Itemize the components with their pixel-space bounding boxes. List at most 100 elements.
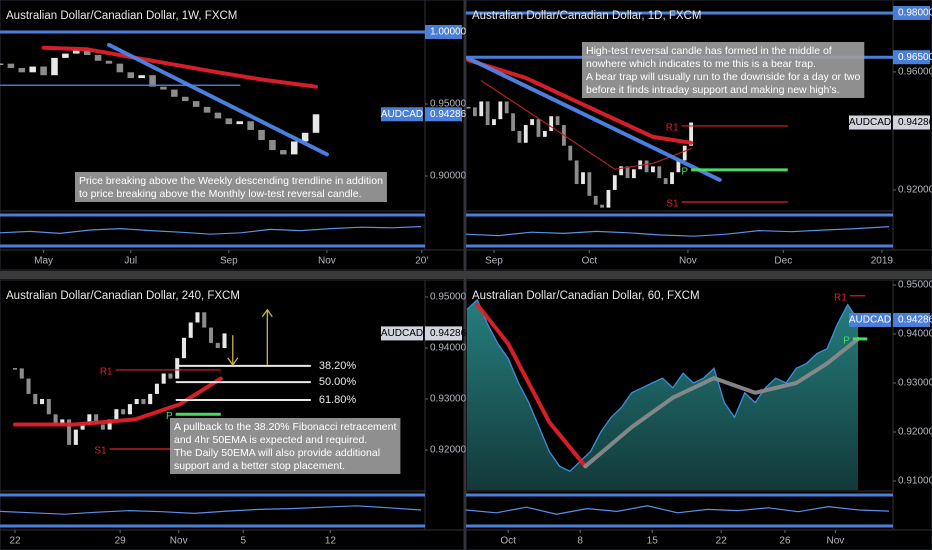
x-tick-label: Nov: [679, 256, 697, 267]
symbol-label: AUDCAD: [381, 328, 423, 339]
x-tick-label: 2019: [871, 256, 894, 267]
indicator-line: [475, 302, 588, 469]
x-tick-label: 29: [115, 536, 127, 547]
candle: [175, 358, 180, 379]
symbol-box: [849, 312, 891, 327]
candle: [663, 178, 668, 185]
divider: [464, 0, 466, 550]
candle: [208, 327, 214, 343]
oscillator: [0, 226, 422, 235]
area-fill: [467, 299, 859, 490]
level-label: 0.98000: [898, 8, 932, 19]
level-label-box: [425, 24, 462, 39]
candle: [192, 101, 200, 107]
level-label-box: [893, 5, 930, 20]
candle: [73, 49, 80, 54]
level-label: 0.96500: [898, 52, 932, 63]
candle: [574, 160, 579, 185]
main-pane: [466, 11, 893, 208]
y-tick-label: 0.90000: [430, 171, 467, 182]
candle: [114, 409, 119, 420]
candle: [511, 113, 515, 131]
candle: [619, 166, 624, 176]
indicator-line: [480, 80, 692, 170]
main-pane: [466, 295, 868, 490]
candle: [530, 119, 535, 126]
candle: [600, 204, 604, 208]
indicator-line: [107, 42, 329, 157]
candle: [214, 112, 222, 119]
candle: [542, 130, 547, 137]
indicator-line: [583, 336, 860, 469]
y-tick-label: 0.92000: [430, 445, 467, 456]
candle: [631, 169, 636, 179]
chart-title: Australian Dollar/Canadian Dollar, 1W, F…: [6, 10, 237, 22]
candle: [225, 118, 233, 125]
y-tick-label: 0.91000: [898, 476, 932, 487]
candle: [121, 409, 126, 415]
indicator-line: [13, 376, 223, 427]
level-label-box: [893, 50, 930, 65]
candle: [154, 383, 159, 394]
candle: [181, 96, 189, 102]
y-tick-label: 0.94000: [430, 343, 467, 354]
x-tick-label: Nov: [826, 536, 844, 547]
x-tick-label: Sep: [485, 256, 503, 267]
annotation-text: nowhere which indicates to me this is a …: [586, 58, 816, 70]
candle: [269, 140, 276, 151]
candle: [485, 101, 490, 126]
x-tick-label: 22: [716, 536, 728, 547]
level-label: 1.00000: [430, 27, 467, 38]
area-line: [466, 298, 859, 472]
annotation-text: Price breaking above the Weekly descendi…: [79, 175, 383, 187]
candle: [587, 172, 592, 196]
x-tick-label: Dec: [774, 256, 792, 267]
candle: [606, 189, 611, 208]
candle: [247, 121, 254, 130]
arrow-head: [227, 357, 239, 366]
price-label: 0.94286: [898, 315, 932, 326]
candle: [536, 119, 541, 137]
candle: [644, 160, 649, 173]
x-tick-label: 26: [779, 536, 791, 547]
chart-title: Australian Dollar/Canadian Dollar, 240, …: [6, 290, 240, 302]
x-tick-label: Sep: [220, 256, 238, 267]
candle: [195, 312, 200, 323]
candle: [523, 125, 528, 143]
candle: [290, 141, 298, 155]
candle: [689, 122, 694, 146]
annotation-text: and 4hr 50EMA is expected and required.: [174, 434, 367, 446]
y-tick-label: 0.93000: [430, 394, 467, 405]
price-box: [425, 107, 462, 122]
annotation-text: before it finds intraday support and mak…: [586, 84, 840, 96]
candle: [149, 75, 156, 87]
candle: [12, 368, 18, 370]
x-tick-label: Jul: [124, 256, 137, 267]
symbol-label: AUDCAD: [849, 117, 891, 128]
candle: [94, 414, 99, 425]
pivot-label: S1: [94, 446, 107, 457]
candle: [168, 373, 173, 379]
x-tick-label: 22: [9, 536, 21, 547]
candle: [53, 414, 58, 425]
candle: [67, 419, 72, 445]
candle: [472, 107, 477, 117]
candle: [215, 342, 220, 348]
candle: [141, 399, 146, 405]
oscillator: [0, 505, 422, 515]
candle: [301, 132, 309, 142]
arrow-head: [261, 308, 273, 318]
candle: [73, 429, 78, 445]
y-tick-label: 0.95000: [898, 280, 932, 291]
annotation-text: to price breaking above the Monthly low-…: [79, 188, 361, 200]
candle: [202, 312, 207, 328]
main-pane: [12, 312, 227, 450]
candle: [40, 399, 45, 405]
price-box: [425, 326, 462, 341]
candle: [593, 195, 598, 205]
indicator-line: [466, 56, 722, 182]
candle: [160, 86, 167, 90]
symbol-box: [849, 115, 891, 130]
candle: [40, 66, 47, 76]
